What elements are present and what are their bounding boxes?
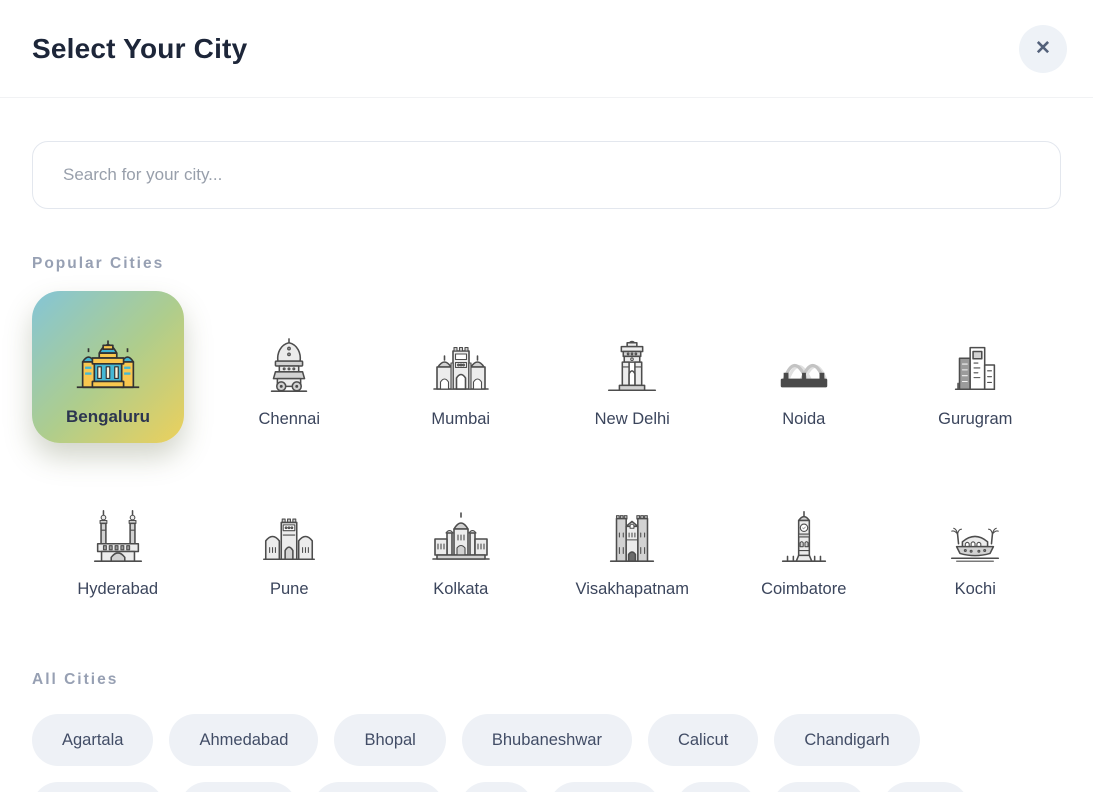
city-pill-calicut[interactable]: Calicut xyxy=(647,714,759,766)
city-pill-partial[interactable] xyxy=(460,782,534,792)
shaniwar-wada-icon xyxy=(263,518,316,561)
search-input[interactable] xyxy=(32,141,1061,209)
page-title: Select Your City xyxy=(32,32,248,64)
city-card-bengaluru[interactable]: Bengaluru xyxy=(32,291,184,443)
city-card-hyderabad[interactable]: Hyderabad xyxy=(32,499,204,599)
city-card-gurugram[interactable]: Gurugram xyxy=(890,291,1062,443)
city-pill-partial[interactable] xyxy=(676,782,757,792)
city-card-kochi[interactable]: Kochi xyxy=(890,499,1062,599)
gateway-of-india-icon xyxy=(432,346,489,390)
city-card-chennai[interactable]: Chennai xyxy=(204,291,376,443)
city-name: Mumbai xyxy=(431,410,491,428)
city-name: Coimbatore xyxy=(761,580,847,598)
city-card-visakhapatnam[interactable]: Visakhapatnam xyxy=(547,499,719,599)
victoria-memorial-icon xyxy=(431,512,490,560)
india-gate-icon xyxy=(608,340,657,391)
city-pill-partial[interactable] xyxy=(313,782,445,792)
modal-header: Select Your City ✕ xyxy=(0,0,1093,98)
clock-tower-icon xyxy=(781,511,826,562)
city-pill-bhopal[interactable]: Bhopal xyxy=(334,714,446,766)
vidhana-soudha-icon xyxy=(76,340,140,389)
city-name: Gurugram xyxy=(938,410,1013,428)
skyscrapers-icon xyxy=(955,346,996,391)
city-card-noida[interactable]: Noida xyxy=(718,291,890,443)
city-name: Chennai xyxy=(258,410,320,428)
city-pill-partial[interactable] xyxy=(882,782,970,792)
popular-cities-label: Popular Cities xyxy=(32,255,165,272)
city-name: Kolkata xyxy=(433,580,489,598)
search-bar xyxy=(32,141,1061,209)
city-pill-partial[interactable] xyxy=(180,782,298,792)
city-pill-dehradun[interactable]: Dehradun xyxy=(32,782,165,792)
boat-icon xyxy=(951,527,1000,562)
fort-icon xyxy=(610,515,655,562)
city-name: New Delhi xyxy=(594,410,670,428)
city-card-pune[interactable]: Pune xyxy=(204,499,376,599)
city-card-kolkata[interactable]: Kolkata xyxy=(375,499,547,599)
city-pill-partial[interactable] xyxy=(549,782,661,792)
city-card-new-delhi[interactable]: New Delhi xyxy=(547,291,719,443)
city-name: Pune xyxy=(269,580,309,598)
all-cities-list: Agartala Ahmedabad Bhopal Bhubaneshwar C… xyxy=(32,714,1061,792)
city-name: Noida xyxy=(782,410,826,428)
city-card-mumbai[interactable]: Mumbai xyxy=(375,291,547,443)
charminar-icon xyxy=(93,510,142,562)
city-pill-ahmedabad[interactable]: Ahmedabad xyxy=(169,714,319,766)
city-name: Hyderabad xyxy=(77,580,159,598)
all-cities-label: All Cities xyxy=(32,671,119,688)
city-name: Kochi xyxy=(954,580,996,598)
city-name: Visakhapatnam xyxy=(575,580,689,598)
city-pill-bhubaneshwar[interactable]: Bhubaneshwar xyxy=(461,714,632,766)
noida-arches-icon xyxy=(780,363,827,388)
close-button[interactable]: ✕ xyxy=(1019,24,1067,73)
city-name: Bengaluru xyxy=(65,407,151,426)
city-pill-partial[interactable] xyxy=(772,782,867,792)
popular-cities-grid: Bengaluru Chennai xyxy=(32,291,1061,599)
modal-content: Popular Cities xyxy=(0,141,1093,792)
close-icon: ✕ xyxy=(1035,38,1051,59)
city-card-coimbatore[interactable]: Coimbatore xyxy=(718,499,890,599)
city-pill-chandigarh[interactable]: Chandigarh xyxy=(774,714,920,766)
temple-chariot-icon xyxy=(271,338,308,392)
city-pill-agartala[interactable]: Agartala xyxy=(32,714,154,766)
